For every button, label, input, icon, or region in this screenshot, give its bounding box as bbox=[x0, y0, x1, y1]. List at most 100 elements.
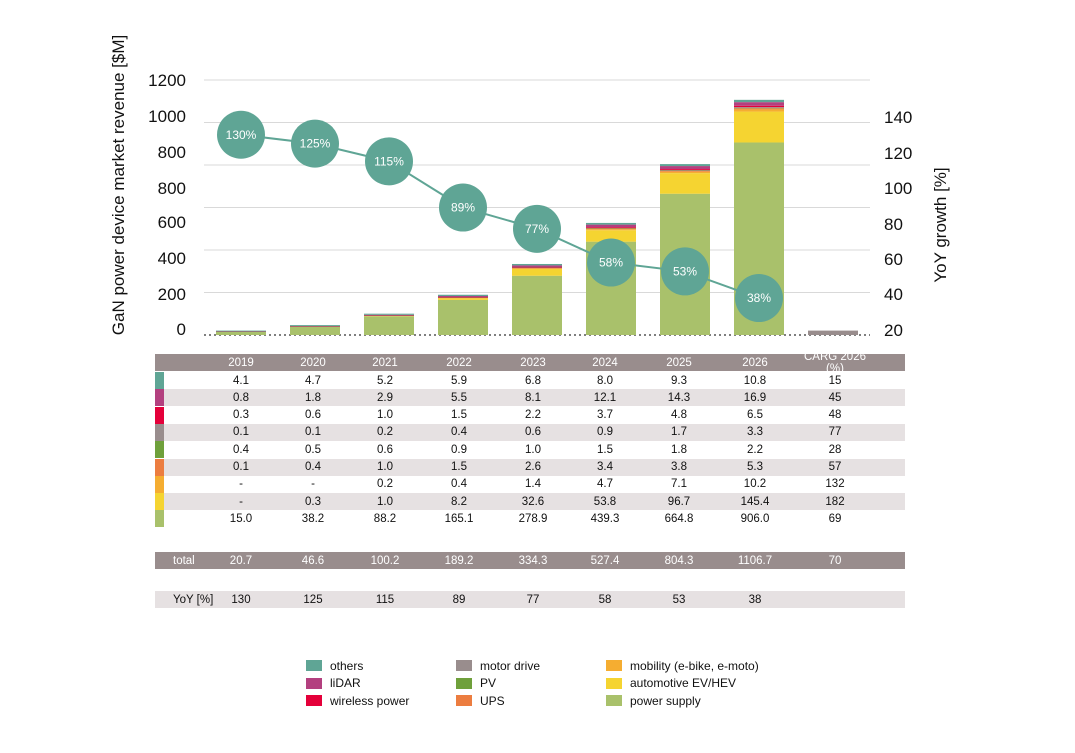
table-cell: 5.2 bbox=[377, 374, 393, 387]
table-cell: - bbox=[311, 478, 315, 491]
table-cell: 1.8 bbox=[305, 391, 321, 404]
row-color-swatch bbox=[155, 389, 164, 407]
table-cell: 0.2 bbox=[377, 426, 393, 439]
table-cell: 0.5 bbox=[305, 443, 321, 456]
yoy-bubble bbox=[587, 238, 635, 287]
y-tick-label: 200 bbox=[158, 285, 186, 304]
table-cell: 96.7 bbox=[667, 495, 691, 508]
table-cell: 6.5 bbox=[747, 409, 763, 422]
table-cell: 0.1 bbox=[233, 461, 249, 473]
yoy-bubble-label: 125% bbox=[300, 137, 331, 151]
legend-label: power supply bbox=[630, 693, 701, 708]
bar-segment-mobility bbox=[586, 229, 636, 231]
y2-tick-label: 80 bbox=[884, 215, 903, 234]
bar-segment-power_supply bbox=[364, 316, 414, 335]
table-cell: 2026 bbox=[742, 356, 768, 369]
bar-segment-mobility bbox=[660, 171, 710, 174]
y-tick-label: 800 bbox=[158, 143, 186, 162]
legend-label: UPS bbox=[480, 693, 505, 708]
row-label: total bbox=[173, 554, 195, 567]
table-cell: 130 bbox=[231, 593, 251, 606]
yoy-bubble bbox=[513, 204, 561, 253]
y-axis-title: GaN power device market revenue [$M] bbox=[109, 35, 128, 335]
table-cell: 189.2 bbox=[444, 554, 474, 567]
table-cell: 15 bbox=[828, 374, 842, 387]
table-cell: 278.9 bbox=[518, 512, 548, 525]
bar-segment-extra bbox=[808, 330, 858, 335]
bar-segment-lidar bbox=[660, 166, 710, 170]
table-cell: 28 bbox=[828, 443, 842, 456]
bar-segment-lidar bbox=[586, 224, 636, 228]
table-cell: 1106.7 bbox=[737, 554, 773, 567]
bar-segment-others bbox=[438, 294, 488, 297]
legend-swatch bbox=[306, 660, 322, 671]
table-cell: 6.8 bbox=[525, 374, 541, 387]
bar-segment-others bbox=[660, 164, 710, 167]
table-cell: 0.1 bbox=[305, 426, 321, 439]
bar-segment-power_supply bbox=[438, 299, 488, 335]
legend-label: automotive EV/HEV bbox=[630, 676, 737, 690]
table-cell: 8.1 bbox=[525, 391, 541, 404]
table-cell: 2024 bbox=[592, 356, 618, 369]
yoy-bubble bbox=[365, 137, 413, 186]
y2-tick-label: 120 bbox=[884, 144, 912, 163]
legend-swatch bbox=[306, 677, 322, 689]
legend-label: PV bbox=[480, 676, 497, 690]
table-cell: 2.9 bbox=[377, 391, 393, 404]
table-cell: 20.7 bbox=[229, 554, 253, 567]
table-cell: 4.7 bbox=[305, 374, 321, 387]
bar-segment-ups bbox=[512, 267, 562, 269]
table-cell: 0.6 bbox=[377, 443, 393, 456]
table-cell: 4.1 bbox=[233, 374, 249, 387]
table-cell: 1.0 bbox=[377, 409, 393, 422]
bar-segment-power_supply bbox=[290, 326, 340, 335]
table-cell: 77 bbox=[526, 593, 540, 606]
table-cell: 0.6 bbox=[525, 426, 541, 439]
table-cell: 0.4 bbox=[451, 426, 467, 439]
table-cell: 145.4 bbox=[740, 495, 770, 508]
yoy-bubble-label: 38% bbox=[747, 291, 771, 305]
table-cell: 1.7 bbox=[671, 426, 687, 439]
legend-label: mobility (e-bike, e-moto) bbox=[630, 658, 759, 673]
legend-label: others bbox=[330, 658, 364, 673]
table-cell: 0.1 bbox=[233, 426, 249, 439]
yoy-bubble bbox=[217, 110, 265, 159]
bar-segment-lidar bbox=[734, 102, 784, 106]
table-cell: 57 bbox=[828, 461, 842, 473]
table-cell: 3.3 bbox=[747, 426, 763, 439]
legend-swatch bbox=[606, 660, 622, 671]
bar-segment-power_supply bbox=[216, 331, 266, 335]
table-cell: 4.7 bbox=[597, 478, 613, 491]
table-cell: 0.9 bbox=[597, 426, 613, 439]
table-cell: 0.4 bbox=[305, 461, 321, 473]
yoy-bubble bbox=[439, 183, 487, 232]
legend: others liDAR wireless power motor drive PV UP… bbox=[306, 657, 786, 717]
yoy-bubble-label: 89% bbox=[451, 201, 475, 215]
bar-segment-wireless_power bbox=[586, 227, 636, 228]
bar-segment-lidar bbox=[290, 325, 340, 327]
y-tick-label: 800 bbox=[158, 179, 186, 198]
table-cell: 77 bbox=[828, 426, 842, 439]
table-cell: 14.3 bbox=[667, 391, 691, 404]
bar-segment-others bbox=[290, 325, 340, 327]
table-cell: 1.0 bbox=[525, 443, 541, 456]
y-tick-label: 600 bbox=[158, 213, 186, 232]
bar-segment-automotive bbox=[438, 298, 488, 300]
y2-tick-label: 140 bbox=[884, 108, 912, 127]
table-cell: 2021 bbox=[372, 356, 398, 369]
yoy-bubble-label: 77% bbox=[525, 222, 549, 236]
table-cell: 334.3 bbox=[518, 554, 548, 567]
y-tick-label: 0 bbox=[177, 320, 186, 339]
table-yoy-row: 130 125 115 89 77 58 53 38 YoY [%] bbox=[155, 591, 905, 608]
legend-item-wireless_power: wireless power bbox=[306, 692, 409, 709]
bar-segment-others bbox=[586, 222, 636, 225]
table-cell: - bbox=[239, 495, 243, 508]
bar-segment-ups bbox=[734, 108, 784, 110]
legend-item-automotive: automotive EV/HEV bbox=[606, 675, 736, 692]
legend-item-power_supply: power supply bbox=[606, 692, 701, 709]
bar-segment-pv bbox=[586, 227, 636, 229]
table-cell: 32.6 bbox=[521, 495, 545, 508]
row-color-swatch bbox=[155, 458, 164, 476]
yoy-bubble bbox=[291, 119, 339, 168]
table-cell: 16.9 bbox=[743, 391, 767, 404]
